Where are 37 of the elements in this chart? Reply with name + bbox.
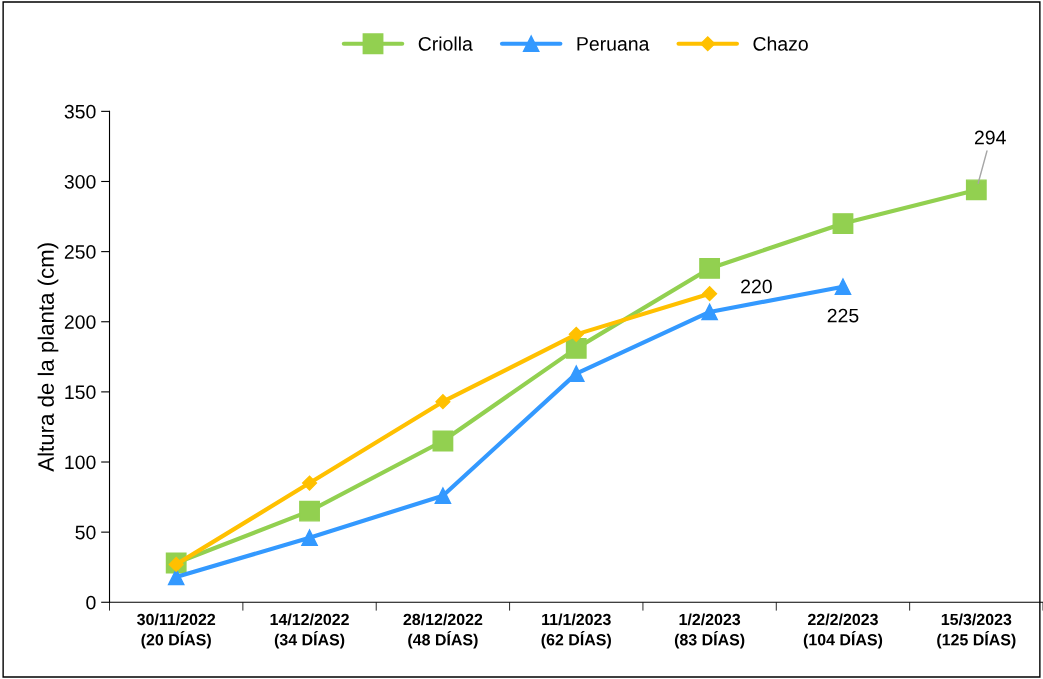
x-tick-label: 28/12/2022 (48 DÍAS): [403, 613, 483, 649]
point: [301, 475, 318, 491]
point: [432, 430, 454, 452]
x-tick-label: 22/2/2023 (104 DÍAS): [803, 613, 883, 649]
x-tick-label: 14/12/2022 (34 DÍAS): [270, 613, 349, 649]
data-label: 294: [974, 130, 1006, 145]
legend-label: Chazo: [753, 36, 808, 51]
point: [434, 487, 452, 505]
point: [167, 568, 185, 586]
point: [435, 394, 451, 410]
legend-label: Peruana: [577, 37, 650, 51]
y-tick-label: 150: [65, 385, 96, 400]
point: [568, 326, 584, 342]
point: [301, 529, 318, 547]
point: [965, 179, 987, 201]
point: [299, 500, 320, 522]
x-tick-label: 11/1/2023 (62 DÍAS): [541, 613, 611, 649]
y-tick-label: 350: [64, 104, 96, 119]
y-tick-label: 300: [64, 174, 96, 189]
y-tick-label: 250: [64, 245, 96, 259]
point: [702, 286, 718, 302]
legend-label: Criolla: [418, 36, 473, 51]
y-tick-label: 50: [75, 525, 96, 540]
point: [834, 278, 852, 296]
x-tick-label: 30/11/2022 (20 DÍAS): [137, 613, 216, 649]
point: [701, 303, 718, 321]
point: [699, 258, 721, 279]
y-tick-label: 100: [65, 455, 96, 470]
data-label: 220: [741, 279, 772, 294]
point: [832, 213, 854, 234]
y-axis-title: Altura de la planta (cm): [37, 243, 59, 472]
y-tick-label: 0: [86, 595, 96, 610]
x-tick-label: 1/2/2023 (83 DÍAS): [674, 613, 745, 649]
x-tick-label: 15/3/2023 (125 DÍAS): [937, 613, 1016, 649]
point: [565, 337, 587, 359]
y-tick-label: 200: [64, 315, 96, 329]
data-label: 225: [827, 308, 859, 323]
